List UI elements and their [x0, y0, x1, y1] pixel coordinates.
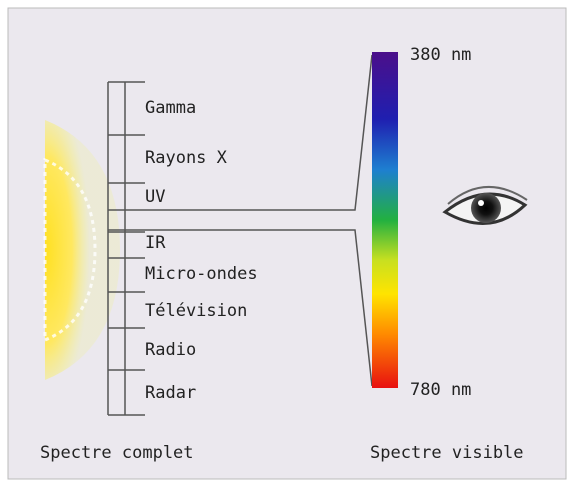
band-label: Radar: [145, 383, 196, 403]
band-label: UV: [145, 187, 165, 207]
sun-rays: [43, 157, 97, 343]
band-label: Micro-ondes: [145, 264, 258, 284]
caption: Spectre visible: [370, 443, 524, 463]
band-label: Radio: [145, 340, 196, 360]
band-label: Rayons X: [145, 148, 228, 168]
band-label: IR: [145, 233, 166, 253]
wavelength-label: 380 nm: [410, 45, 471, 65]
wavelength-label: 780 nm: [410, 380, 471, 400]
scale: [107, 54, 373, 416]
eye: [442, 186, 528, 225]
visible-spectrum: [372, 52, 398, 388]
caption: Spectre complet: [40, 443, 194, 463]
band-label: Gamma: [145, 98, 196, 118]
band-label: Télévision: [145, 301, 247, 321]
sun: [45, 120, 120, 380]
